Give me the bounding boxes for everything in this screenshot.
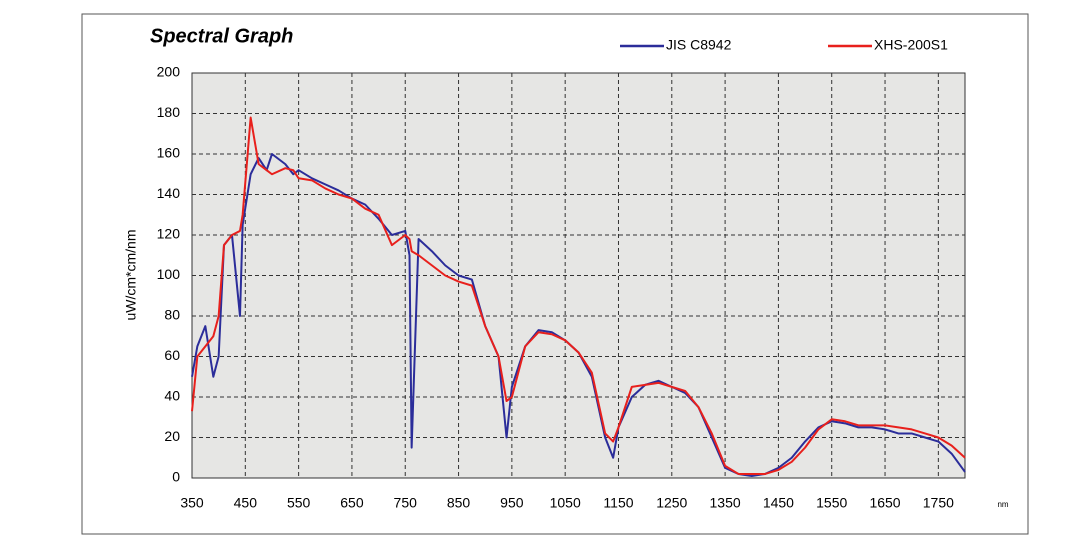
y-tick-label: 0 <box>172 469 180 485</box>
y-tick-label: 80 <box>164 307 180 323</box>
legend-label: JIS C8942 <box>666 37 732 53</box>
y-axis-label: uW/cm*cm/nm <box>123 230 139 321</box>
x-tick-label: 1350 <box>710 495 741 511</box>
y-tick-label: 40 <box>164 388 180 404</box>
y-tick-label: 180 <box>157 104 181 120</box>
y-tick-label: 60 <box>164 347 180 363</box>
x-tick-label: 1550 <box>816 495 847 511</box>
x-tick-label: 1050 <box>550 495 581 511</box>
x-tick-label: 450 <box>234 495 258 511</box>
chart-title: Spectral Graph <box>150 25 293 47</box>
x-tick-label: 350 <box>180 495 204 511</box>
x-tick-label: 750 <box>394 495 418 511</box>
series-line <box>191 116 966 475</box>
x-tick-label: 950 <box>500 495 524 511</box>
y-tick-label: 100 <box>157 266 181 282</box>
plot-border <box>191 72 966 479</box>
x-tick-label: 1650 <box>869 495 900 511</box>
y-tick-label: 120 <box>157 226 181 242</box>
x-axis-label: nm <box>997 500 1008 509</box>
y-tick-label: 200 <box>157 64 181 80</box>
x-tick-label: 1750 <box>923 495 954 511</box>
y-tick-label: 160 <box>157 145 181 161</box>
series-line <box>191 153 966 477</box>
x-tick-label: 650 <box>340 495 364 511</box>
x-tick-label: 1450 <box>763 495 794 511</box>
y-tick-label: 140 <box>157 185 181 201</box>
x-tick-label: 1150 <box>603 495 633 511</box>
x-tick-label: 1250 <box>656 495 687 511</box>
y-tick-label: 20 <box>164 428 180 444</box>
x-tick-label: 550 <box>287 495 311 511</box>
legend-label: XHS-200S1 <box>874 37 948 53</box>
x-tick-label: 850 <box>447 495 471 511</box>
